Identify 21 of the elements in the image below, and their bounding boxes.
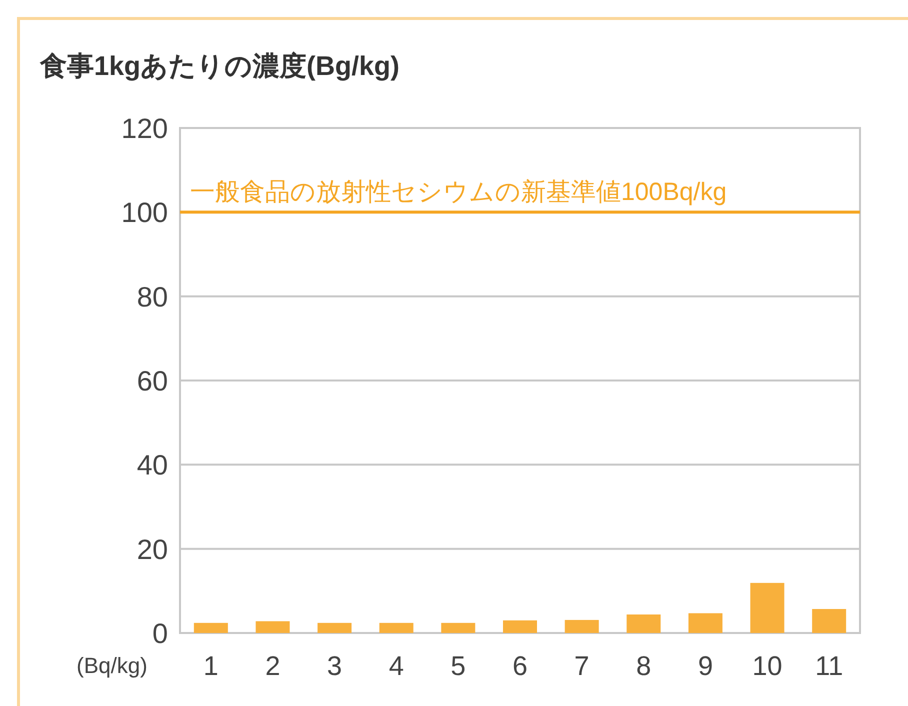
title: 食事1kgあたりの濃度(Bg/kg) bbox=[40, 51, 400, 81]
x-tick-label: 6 bbox=[512, 651, 528, 681]
y-tick-label: 100 bbox=[121, 197, 168, 228]
y-tick-label: 0 bbox=[152, 618, 168, 649]
y-tick-label: 60 bbox=[136, 366, 168, 396]
x-tick-label: 3 bbox=[327, 651, 342, 681]
x-tick-label: 5 bbox=[450, 651, 466, 681]
y-tick-label: 80 bbox=[136, 281, 168, 312]
x-tick-label: 11 bbox=[815, 651, 844, 681]
y-tick-label: 20 bbox=[136, 534, 168, 565]
x-tick-label: 10 bbox=[752, 651, 782, 681]
x-tick-label: 7 bbox=[574, 651, 590, 681]
x-tick-label: 2 bbox=[265, 651, 280, 681]
ref-line-label: 一般食品の放射性セシウムの新基準値100Bq/kg bbox=[190, 178, 727, 206]
x-tick-label: 8 bbox=[636, 651, 652, 681]
y-tick-label: 40 bbox=[136, 450, 168, 481]
x-tick-label: 1 bbox=[203, 651, 218, 681]
x-tick-label: 4 bbox=[388, 651, 404, 681]
x-tick-label: 9 bbox=[698, 651, 713, 681]
y-axis-title: (Bq/kg) bbox=[76, 653, 148, 678]
y-tick-label: 120 bbox=[121, 113, 168, 144]
